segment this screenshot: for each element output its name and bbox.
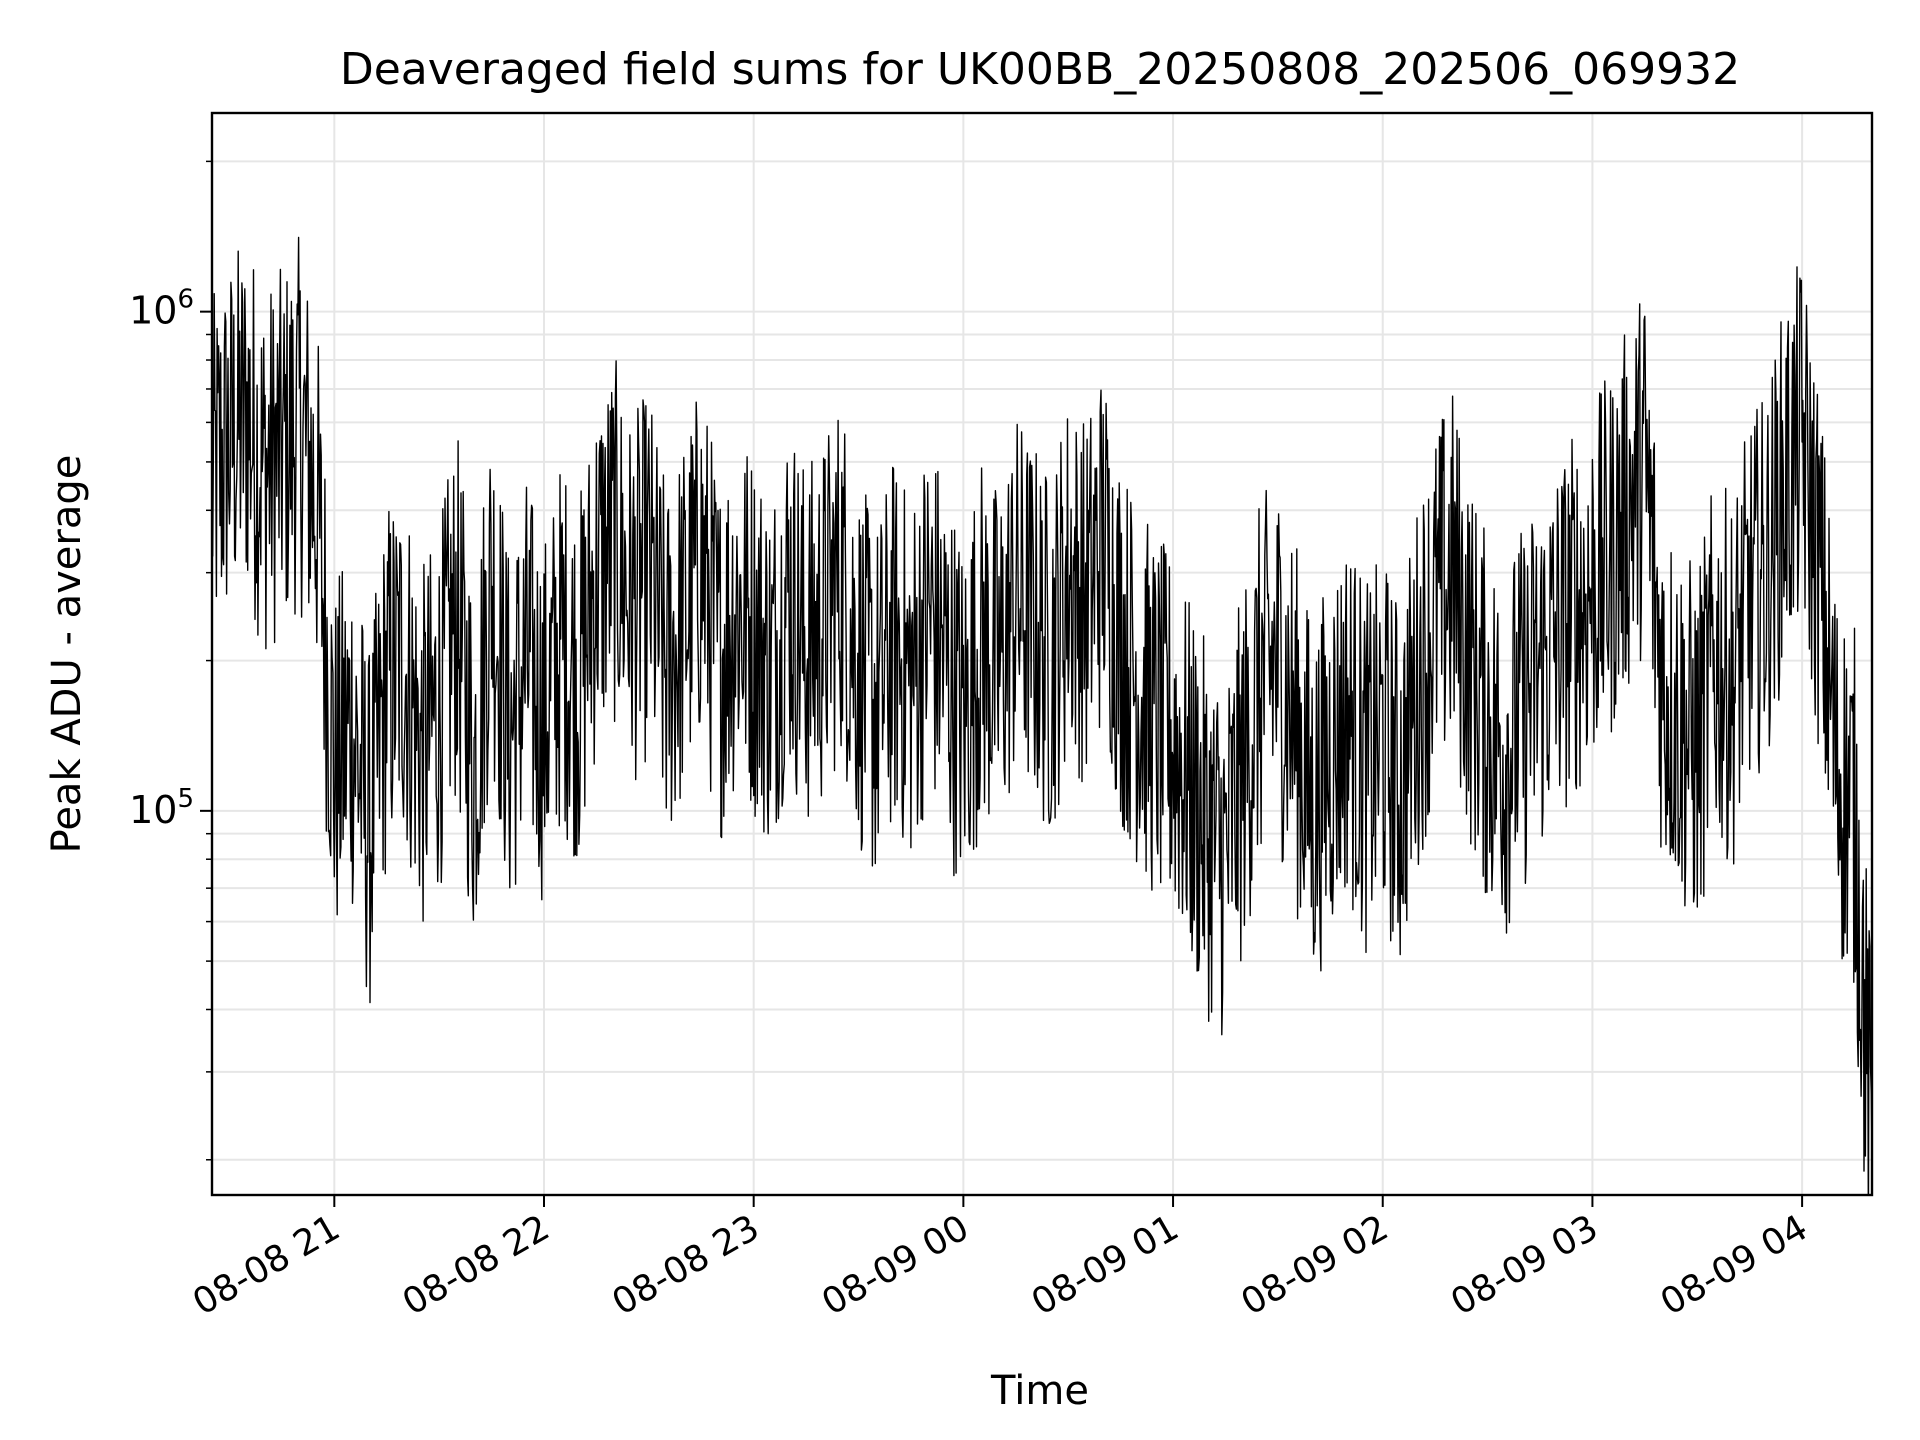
axes-frame <box>210 111 1874 1197</box>
y-axis: 105 106 <box>129 160 212 1161</box>
series-line <box>212 236 1872 1195</box>
x-tick-label: 08-09 01 <box>1025 1207 1186 1323</box>
x-tick-label: 08-08 22 <box>396 1207 557 1323</box>
plot-area <box>212 236 1872 1195</box>
x-axis: 08-08 21 08-08 22 08-08 23 08-09 00 08-09 01… <box>186 1195 1815 1324</box>
chart-title: Deaveraged field sums for UK00BB_2025080… <box>340 44 1740 95</box>
x-tick-label: 08-09 03 <box>1444 1207 1605 1323</box>
y-tick-label: 106 <box>129 285 194 333</box>
y-tick-label: 105 <box>129 784 194 832</box>
y-axis-label: Peak ADU - average <box>44 455 90 854</box>
x-tick-label: 08-09 00 <box>815 1207 976 1323</box>
x-tick-label: 08-08 23 <box>606 1207 767 1323</box>
x-axis-label: Time <box>990 1368 1089 1414</box>
x-tick-label: 08-09 02 <box>1235 1207 1396 1323</box>
x-tick-label: 08-09 04 <box>1654 1207 1815 1323</box>
x-tick-label: 08-08 21 <box>186 1207 347 1323</box>
